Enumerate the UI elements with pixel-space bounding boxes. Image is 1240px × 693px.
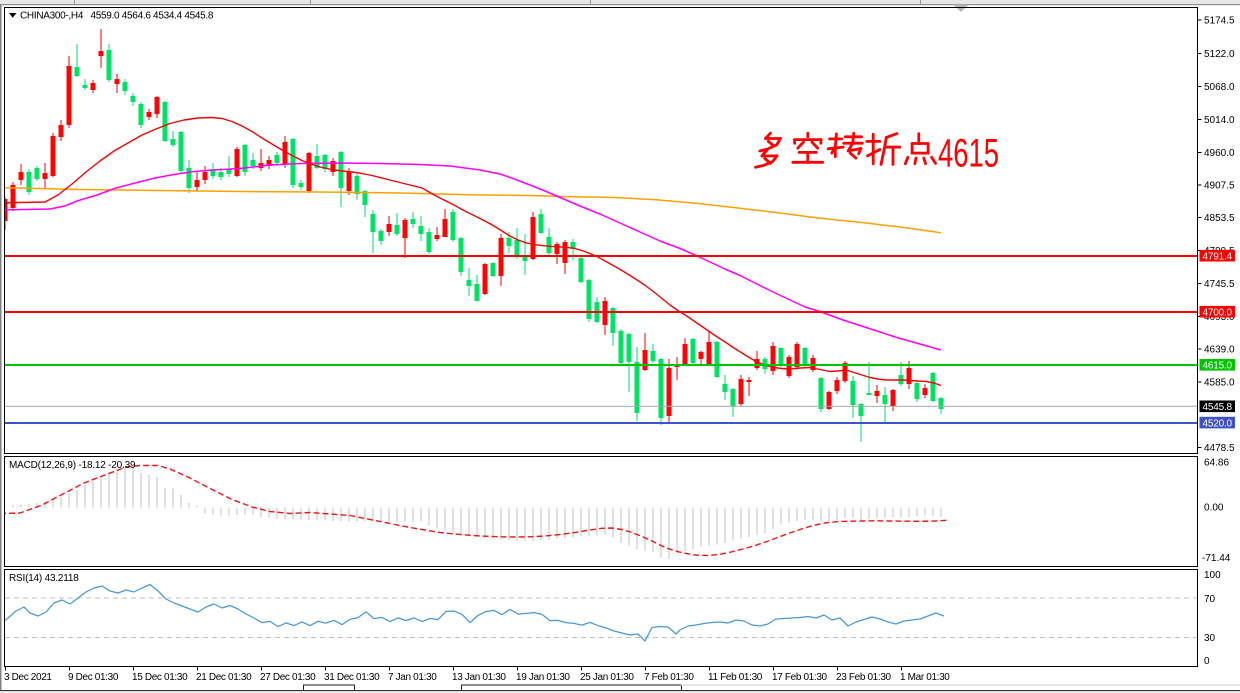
svg-text:23 Feb 01:30: 23 Feb 01:30 bbox=[836, 672, 892, 683]
svg-text:15 Dec 01:30: 15 Dec 01:30 bbox=[132, 672, 188, 683]
svg-text:4478.5: 4478.5 bbox=[1204, 443, 1235, 454]
svg-text:5014.0: 5014.0 bbox=[1204, 115, 1235, 126]
svg-text:4853.5: 4853.5 bbox=[1204, 213, 1235, 224]
svg-text:25 Jan 01:30: 25 Jan 01:30 bbox=[580, 672, 634, 683]
svg-text:4960.0: 4960.0 bbox=[1204, 148, 1235, 159]
svg-text:4791.4: 4791.4 bbox=[1203, 251, 1233, 262]
svg-text:1 Mar 01:30: 1 Mar 01:30 bbox=[900, 672, 950, 683]
svg-text:4520.0: 4520.0 bbox=[1203, 418, 1233, 429]
svg-text:4615.0: 4615.0 bbox=[1203, 361, 1233, 372]
svg-text:MACD(12,26,9) -18.12 -20.39: MACD(12,26,9) -18.12 -20.39 bbox=[9, 460, 136, 471]
svg-text:21 Dec 01:30: 21 Dec 01:30 bbox=[196, 672, 252, 683]
svg-text:9 Dec 01:30: 9 Dec 01:30 bbox=[68, 672, 119, 683]
svg-text:64.86: 64.86 bbox=[1204, 458, 1229, 469]
svg-text:7 Feb 01:30: 7 Feb 01:30 bbox=[644, 672, 694, 683]
svg-text:4615: 4615 bbox=[938, 132, 999, 176]
svg-text:4545.8: 4545.8 bbox=[1203, 402, 1233, 413]
svg-text:4693.0: 4693.0 bbox=[1204, 312, 1235, 323]
svg-text:4700.0: 4700.0 bbox=[1203, 307, 1233, 318]
svg-text:0.00: 0.00 bbox=[1204, 503, 1224, 514]
svg-text:4907.5: 4907.5 bbox=[1204, 181, 1235, 192]
svg-text:4639.0: 4639.0 bbox=[1204, 345, 1235, 356]
svg-text:7 Jan 01:30: 7 Jan 01:30 bbox=[388, 672, 437, 683]
svg-text:5122.0: 5122.0 bbox=[1204, 49, 1235, 60]
svg-text:17 Feb 01:30: 17 Feb 01:30 bbox=[772, 672, 828, 683]
svg-text:11 Feb 01:30: 11 Feb 01:30 bbox=[708, 672, 763, 683]
svg-text:70: 70 bbox=[1204, 594, 1216, 605]
svg-text:5068.0: 5068.0 bbox=[1204, 82, 1235, 93]
svg-text:4585.0: 4585.0 bbox=[1204, 378, 1235, 389]
svg-text:31 Dec 01:30: 31 Dec 01:30 bbox=[324, 672, 380, 683]
svg-text:-71.44: -71.44 bbox=[1202, 553, 1231, 564]
svg-text:4745.5: 4745.5 bbox=[1204, 279, 1235, 290]
svg-text:13 Jan 01:30: 13 Jan 01:30 bbox=[452, 672, 506, 683]
svg-text:19 Jan 01:30: 19 Jan 01:30 bbox=[516, 672, 570, 683]
svg-text:27 Dec 01:30: 27 Dec 01:30 bbox=[260, 672, 316, 683]
svg-text:5174.5: 5174.5 bbox=[1204, 16, 1235, 27]
svg-text:100: 100 bbox=[1204, 570, 1221, 581]
svg-text:RSI(14) 43.2118: RSI(14) 43.2118 bbox=[9, 573, 79, 584]
svg-text:CHINA300-,H4 4559.0 4564.6 4: CHINA300-,H4 4559.0 4564.6 4534.4 4545.8 bbox=[20, 11, 214, 22]
svg-text:3 Dec 2021: 3 Dec 2021 bbox=[4, 672, 52, 683]
svg-text:30: 30 bbox=[1204, 633, 1216, 644]
svg-text:0: 0 bbox=[1204, 656, 1210, 667]
